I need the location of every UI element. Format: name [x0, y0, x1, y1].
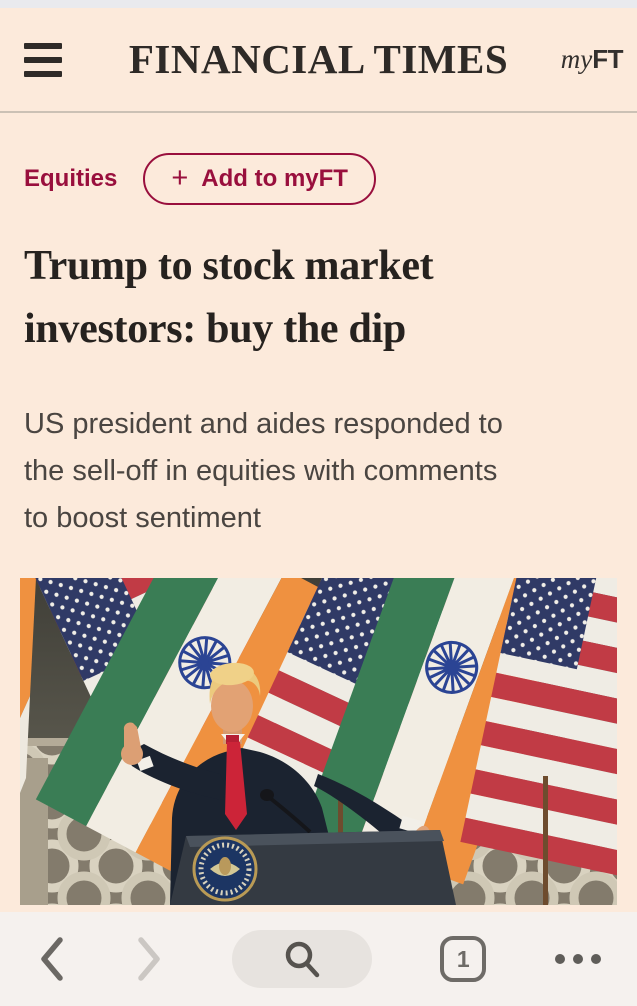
myft-link[interactable]: myFT [560, 43, 624, 74]
search-icon [285, 941, 319, 978]
equities-tag-link[interactable]: Equities [24, 165, 118, 192]
article-standfirst: US president and aides responded to the … [24, 408, 503, 534]
plus-icon: + [171, 161, 189, 194]
tag-row: Equities + Add to myFT [24, 153, 613, 205]
article-page: Equities + Add to myFT Trump to stock ma… [0, 153, 637, 905]
more-menu-button[interactable] [555, 954, 601, 964]
ft-header: FINANCIAL TIMES myFT [0, 8, 637, 113]
back-button[interactable] [38, 935, 66, 983]
forward-icon [138, 937, 160, 981]
add-to-myft-button[interactable]: + Add to myFT [143, 153, 376, 205]
add-to-myft-label: Add to myFT [201, 165, 348, 192]
status-strip [0, 0, 637, 8]
article-photo-illustration [20, 578, 617, 905]
back-icon [41, 937, 63, 981]
article-headline: Trump to stock market investors: buy the… [24, 243, 434, 352]
browser-toolbar: 1 [0, 912, 637, 1006]
masthead-link[interactable]: FINANCIAL TIMES [128, 35, 509, 82]
tab-count-label: 1 [456, 945, 470, 972]
tabs-button[interactable]: 1 [440, 936, 487, 982]
hamburger-icon [24, 42, 62, 49]
search-button[interactable] [231, 930, 372, 988]
india-flag-sliver [20, 578, 36, 793]
more-icon [555, 954, 565, 964]
hamburger-menu-button[interactable] [24, 42, 62, 77]
article-image [20, 578, 617, 905]
myft-my-label: my [560, 43, 593, 74]
myft-ft-label: FT [592, 43, 623, 74]
podium [170, 830, 456, 905]
forward-button[interactable] [135, 935, 163, 983]
